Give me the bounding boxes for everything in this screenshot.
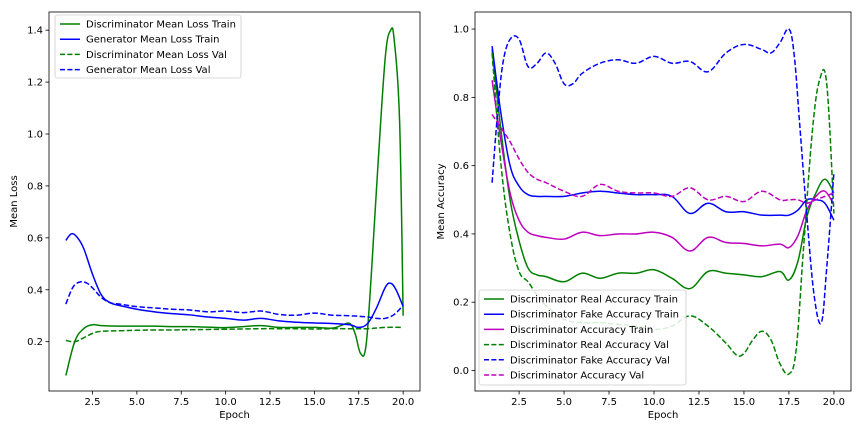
accuracy-legend: Discriminator Real Accuracy Train Discrim…	[478, 289, 687, 386]
accuracy-series-line-6	[491, 114, 835, 204]
loss-y-tick-label: 0.6	[27, 233, 43, 244]
accuracy-y-tick-label: 0.2	[453, 298, 469, 309]
accuracy-y-tick-label: 0.6	[453, 161, 469, 172]
accuracy-legend-label-5: Discriminator Fake Accuracy Val	[510, 355, 670, 366]
accuracy-series-line-3	[491, 80, 835, 252]
accuracy-x-axis: 2.5 5.0 7.5 10.0 12.5 15.0 17.5 20.0	[511, 391, 845, 408]
loss-plot-frame	[48, 11, 421, 392]
accuracy-x-tick-label: 10.0	[643, 397, 665, 408]
loss-x-tick-label: 5.0	[129, 397, 145, 408]
accuracy-x-tick-label: 20.0	[823, 397, 845, 408]
accuracy-series-line-5	[491, 28, 835, 325]
loss-x-tick-label: 12.5	[259, 397, 281, 408]
accuracy-x-tick-label: 2.5	[511, 397, 527, 408]
loss-y-tick-label: 0.4	[27, 285, 43, 296]
loss-x-tick-label: 15.0	[303, 397, 325, 408]
loss-y-tick-label: 1.4	[27, 26, 43, 37]
loss-series-line-1	[65, 27, 404, 376]
accuracy-x-axis-label: Epoch	[648, 410, 679, 421]
accuracy-legend-label-4: Discriminator Real Accuracy Val	[510, 340, 669, 351]
accuracy-legend-label-3: Discriminator Accuracy Train	[510, 325, 653, 336]
accuracy-y-tick-label: 0.0	[453, 366, 469, 377]
loss-x-tick-label: 7.5	[173, 397, 189, 408]
loss-x-tick-label: 20.0	[392, 397, 414, 408]
accuracy-x-tick-label: 7.5	[601, 397, 617, 408]
loss-y-axis: 0.2 0.4 0.6 0.8 1.0 1.2 1.4	[27, 26, 49, 348]
accuracy-plot-frame	[474, 11, 852, 392]
accuracy-legend-label-2: Discriminator Fake Accuracy Train	[510, 310, 679, 321]
loss-y-axis-label: Mean Loss	[9, 175, 20, 227]
loss-y-tick-label: 0.2	[27, 337, 43, 348]
loss-y-tick-label: 1.0	[27, 130, 43, 141]
accuracy-legend-label-6: Discriminator Accuracy Val	[510, 371, 644, 382]
accuracy-y-tick-label: 0.8	[453, 93, 469, 104]
loss-y-tick-label: 1.2	[27, 78, 43, 89]
loss-y-tick-label: 0.8	[27, 181, 43, 192]
loss-series-group	[65, 27, 404, 376]
loss-x-axis: 2.5 5.0 7.5 10.0 12.5 15.0 17.5 20.0	[85, 391, 414, 408]
accuracy-legend-label-1: Discriminator Real Accuracy Train	[510, 295, 678, 306]
accuracy-chart: 2.5 5.0 7.5 10.0 12.5 15.0 17.5 20.0 0.00.20.40…	[436, 11, 852, 421]
accuracy-y-tick-label: 1.0	[453, 25, 469, 36]
accuracy-x-tick-label: 17.5	[778, 397, 800, 408]
loss-legend-label-3: Discriminator Mean Loss Val	[86, 50, 227, 61]
loss-legend-box	[54, 14, 242, 79]
loss-x-tick-label: 10.0	[214, 397, 236, 408]
accuracy-x-tick-label: 5.0	[556, 397, 572, 408]
accuracy-y-axis: 0.0 0.2 0.4 0.6 0.8 1.0	[453, 25, 475, 377]
loss-legend-label-2: Generator Mean Loss Train	[86, 35, 220, 46]
loss-x-tick-label: 17.5	[348, 397, 370, 408]
loss-chart: 2.5 5.0 7.5 10.0 12.5 15.0 17.5 20.0 0.20.40.60…	[9, 11, 421, 421]
loss-legend-label-4: Generator Mean Loss Val	[86, 65, 210, 76]
loss-x-axis-label: Epoch	[219, 410, 250, 421]
loss-series-line-2	[65, 232, 404, 329]
accuracy-x-tick-label: 15.0	[733, 397, 755, 408]
accuracy-legend-box	[478, 289, 687, 386]
loss-series-line-3	[65, 326, 404, 343]
accuracy-y-tick-label: 0.4	[453, 229, 469, 240]
loss-legend-label-1: Discriminator Mean Loss Train	[86, 20, 236, 31]
loss-legend: Discriminator Mean Loss Train Generator M…	[54, 14, 242, 79]
loss-x-tick-label: 2.5	[85, 397, 101, 408]
accuracy-x-tick-label: 12.5	[688, 397, 710, 408]
accuracy-series-line-1	[491, 49, 835, 290]
accuracy-y-axis-label: Mean Accuracy	[436, 163, 447, 239]
